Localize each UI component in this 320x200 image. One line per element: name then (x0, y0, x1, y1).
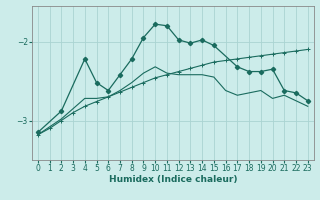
X-axis label: Humidex (Indice chaleur): Humidex (Indice chaleur) (108, 175, 237, 184)
